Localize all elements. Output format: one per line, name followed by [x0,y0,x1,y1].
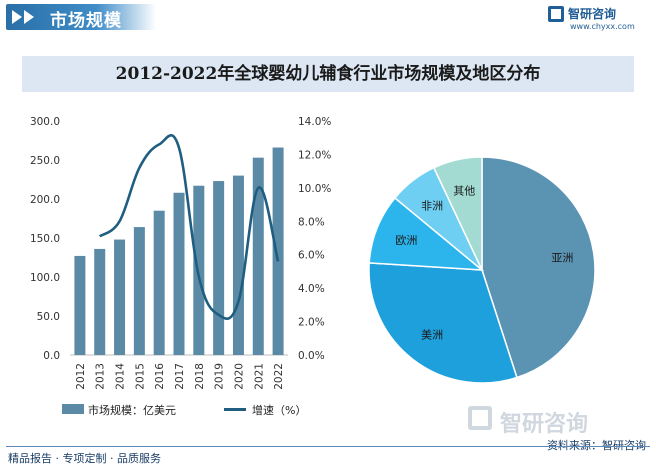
x-tick-label: 2016 [154,363,166,390]
bar-2017 [173,192,185,355]
pie-slice-其他 [432,156,483,271]
x-tick-label: 2017 [174,363,186,390]
y-tick-label: 0.0 [43,350,60,362]
x-tick-label: 2014 [115,363,127,390]
watermark-logo-name: 智研咨询 [500,412,589,437]
y2-tick-label: 6.0% [298,250,325,262]
y-tick-label: 300.0 [30,116,60,128]
y2-tick-label: 8.0% [298,216,325,228]
section-title: 市场规模 [50,11,122,31]
y2-tick-label: 12.0% [298,149,331,161]
watermark-logo: 智研咨询 [468,404,648,437]
source-note: 资料来源：智研咨询 [547,439,646,452]
pie-slice-亚洲 [481,156,596,379]
y2-tick-label: 14.0% [298,116,331,128]
growth-rate-line [98,133,280,320]
x-tick-label: 2012 [75,363,87,390]
logo-name: 智研咨询 [568,7,617,21]
chart-title: 2012-2022年全球婴幼儿辅食行业市场规模及地区分布 [115,64,541,84]
pie-label-非洲: 非洲 [421,200,443,213]
legend-label-line: 增速（%） [252,404,307,417]
x-tick-label: 2019 [214,363,226,390]
y-tick-label: 100.0 [30,272,60,284]
x-tick-label: 2015 [134,363,146,390]
logo-url: www.chyxx.com [570,22,635,31]
y2-tick-label: 0.0% [298,350,325,362]
y-tick-label: 150.0 [30,233,60,245]
y2-tick-label: 4.0% [298,283,325,295]
pie-label-欧洲: 欧洲 [395,234,417,247]
logo-icon [468,406,492,430]
bar-2015 [133,227,145,355]
y2-tick-label: 10.0% [298,183,331,195]
pie-label-亚洲: 亚洲 [551,251,573,264]
legend-swatch-line [224,408,246,411]
logo-icon [548,6,564,22]
y-tick-label: 200.0 [30,194,60,206]
legend-swatch-bar [62,404,84,414]
chart-legend: 市场规模：亿美元 增速（%） [62,401,322,417]
x-tick-label: 2022 [273,363,285,390]
bar-2013 [94,248,106,355]
chevron-right-icon [24,10,34,24]
bar-2019 [213,181,225,355]
chevron-right-icon [12,10,22,24]
pie-label-美洲: 美洲 [421,328,443,341]
y-tick-label: 50.0 [37,311,60,323]
bar-2014 [114,239,126,355]
legend-label-bar: 市场规模：亿美元 [88,404,176,417]
x-tick-label: 2018 [194,363,206,390]
pie-slice-欧洲 [368,196,485,271]
y-tick-label: 250.0 [30,155,60,167]
x-tick-label: 2020 [233,363,245,390]
x-tick-label: 2021 [253,363,265,390]
y2-tick-label: 2.0% [298,317,325,329]
pie-slice-美洲 [368,262,518,384]
chart-title-band: 2012-2022年全球婴幼儿辅食行业市场规模及地区分布 [22,56,634,92]
bar-2021 [252,157,264,355]
footer-tagline: 精品报告 · 专项定制 · 品质服务 [8,452,161,465]
pie-label-其他: 其他 [453,185,475,198]
bar-2022 [272,147,284,355]
brand-logo[interactable]: 智研咨询 www.chyxx.com [548,5,638,35]
footer-divider [6,446,650,447]
header: 市场规模 智研咨询 www.chyxx.com [0,0,656,34]
bar-2012 [74,255,86,355]
x-tick-label: 2013 [95,363,107,390]
bar-2020 [232,175,244,355]
bar-2016 [153,210,165,355]
